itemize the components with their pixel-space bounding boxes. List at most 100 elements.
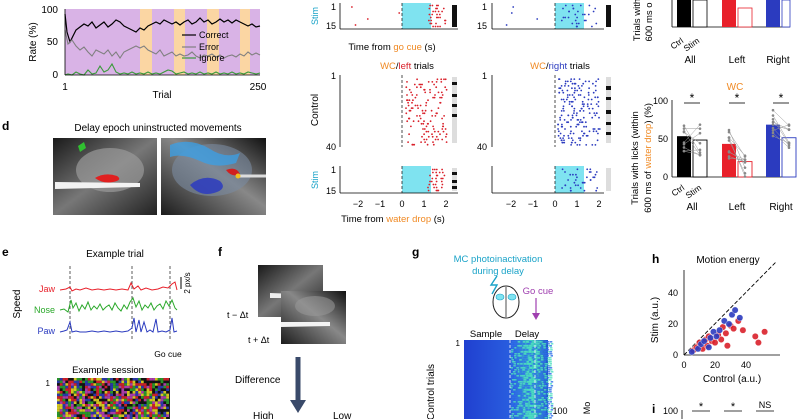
lick-dot bbox=[560, 98, 563, 101]
lick-dot bbox=[582, 181, 585, 184]
heat-cell bbox=[71, 391, 74, 394]
lick-dot bbox=[582, 13, 584, 16]
lick-dot bbox=[562, 98, 565, 101]
heat-cell bbox=[118, 406, 122, 410]
heat-cell bbox=[146, 385, 150, 389]
heat-cell bbox=[543, 409, 547, 411]
heat-cell bbox=[532, 345, 536, 347]
heat-cell bbox=[107, 409, 111, 412]
heat-cell bbox=[149, 398, 153, 402]
heat-cell bbox=[546, 409, 550, 411]
heat-cell bbox=[517, 385, 520, 387]
lick-dot bbox=[425, 125, 428, 128]
scatter-point bbox=[688, 348, 696, 356]
lick-dot bbox=[433, 130, 436, 133]
lick-dot bbox=[398, 12, 401, 14]
heat-cell bbox=[520, 401, 523, 403]
legend-ignore: Ignore bbox=[199, 53, 225, 63]
heat-cell bbox=[511, 397, 514, 399]
heat-cell bbox=[118, 398, 122, 402]
heat-cell bbox=[534, 359, 538, 361]
heat-cell bbox=[546, 341, 550, 343]
heat-cell bbox=[535, 347, 538, 349]
heat-cell bbox=[550, 403, 554, 405]
heat-cell bbox=[531, 383, 535, 385]
heat-cell bbox=[523, 353, 527, 355]
heat-cell bbox=[524, 395, 527, 397]
heat-cell bbox=[155, 383, 158, 386]
lick-dot bbox=[574, 89, 576, 92]
lick-dot bbox=[406, 94, 408, 96]
heat-cell bbox=[517, 363, 520, 365]
heat-cell bbox=[529, 353, 532, 355]
lick-dot bbox=[428, 183, 431, 186]
heat-cell bbox=[525, 359, 528, 361]
heat-cell bbox=[157, 406, 161, 410]
heat-cell bbox=[531, 361, 534, 363]
heat-cell bbox=[523, 397, 526, 399]
heat-cell bbox=[541, 405, 544, 407]
lick-dot bbox=[419, 83, 422, 86]
scatter-ytick: 20 bbox=[668, 319, 678, 329]
bar-ctrl bbox=[722, 143, 736, 177]
heat-cell bbox=[157, 385, 161, 389]
lick-dot bbox=[573, 112, 575, 114]
scatter-point bbox=[739, 326, 747, 334]
heat-cell bbox=[511, 385, 514, 387]
paired-line bbox=[772, 124, 790, 131]
heat-cell bbox=[525, 355, 528, 357]
lick-dot bbox=[432, 141, 434, 144]
heat-cell bbox=[548, 345, 551, 347]
heat-cell bbox=[511, 361, 515, 363]
lick-dot bbox=[440, 91, 443, 94]
heat-cell bbox=[107, 411, 111, 415]
scatter-point bbox=[755, 339, 762, 346]
control-label: Control bbox=[310, 94, 321, 126]
heat-cell bbox=[101, 393, 105, 397]
lick-dot bbox=[414, 104, 417, 107]
lick-dot bbox=[405, 107, 407, 109]
heat-cell bbox=[124, 401, 127, 404]
heat-cell bbox=[99, 406, 102, 410]
lick-dot bbox=[435, 168, 438, 171]
heat-cell bbox=[547, 373, 551, 375]
lick-dot bbox=[586, 134, 589, 137]
heat-cell bbox=[141, 401, 144, 404]
lick-dot bbox=[431, 81, 434, 83]
heat-cell bbox=[107, 417, 111, 419]
heat-cell bbox=[73, 417, 77, 419]
lick-dot bbox=[436, 78, 439, 81]
heat-cell bbox=[163, 380, 167, 384]
heat-cell bbox=[129, 401, 133, 404]
heat-cell bbox=[90, 398, 94, 402]
heat-cell bbox=[543, 391, 547, 393]
lick-dot bbox=[566, 89, 569, 92]
heat-cell bbox=[513, 389, 516, 391]
heat-cell bbox=[525, 405, 528, 407]
lick-dot bbox=[435, 16, 438, 19]
lick-dot bbox=[595, 80, 597, 83]
heat-cell bbox=[138, 409, 141, 412]
heat-cell bbox=[90, 378, 94, 381]
heat-cell bbox=[107, 404, 111, 407]
heat-cell bbox=[549, 351, 553, 353]
lick-dot bbox=[562, 105, 565, 108]
jaw-trace bbox=[59, 281, 178, 292]
heat-cell bbox=[537, 355, 540, 357]
heat-cell bbox=[113, 406, 116, 410]
lick-dot bbox=[579, 137, 582, 140]
heat-cell bbox=[59, 417, 63, 419]
lick-dot bbox=[582, 116, 585, 119]
heat-cell bbox=[93, 401, 97, 404]
heat-cell bbox=[514, 411, 517, 413]
heat-cell bbox=[157, 398, 161, 402]
heat-cell bbox=[155, 396, 158, 399]
heat-cell bbox=[62, 411, 66, 415]
lick-dot bbox=[423, 120, 425, 123]
heat-cell bbox=[115, 380, 119, 384]
heat-cell bbox=[96, 380, 99, 384]
lick-dot bbox=[592, 176, 595, 179]
heat-cell bbox=[540, 369, 543, 371]
heat-cell bbox=[85, 378, 88, 381]
heat-cell bbox=[526, 367, 529, 369]
